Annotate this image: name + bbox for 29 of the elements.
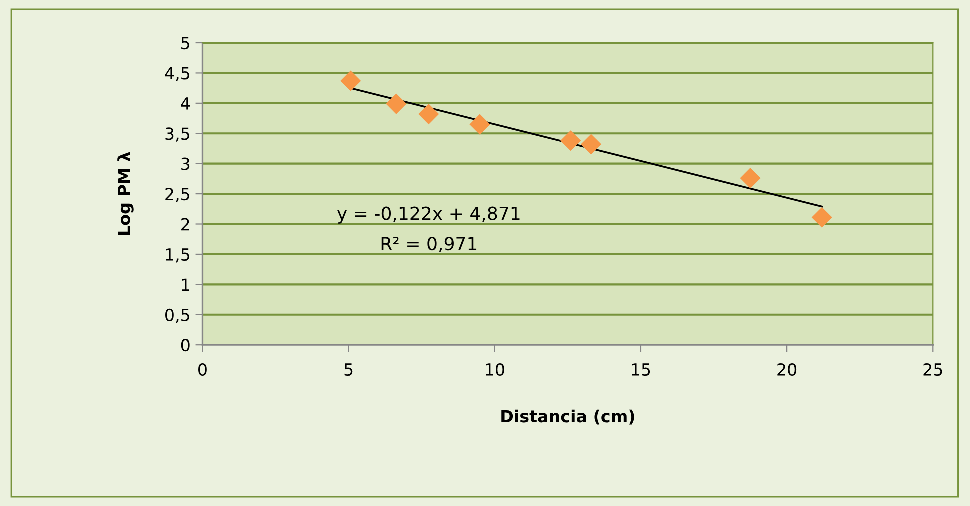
x-axis-title: Distancia (cm) <box>502 410 634 425</box>
y-tick-label: 1,5 <box>166 248 190 263</box>
point <box>812 207 832 228</box>
y-tick-label: 3 <box>182 158 190 170</box>
point <box>470 114 490 135</box>
x-tick-label: 0 <box>198 363 207 376</box>
point <box>581 134 602 155</box>
y-axis-title: Log PM λ <box>118 152 134 235</box>
x-tick-label: 15 <box>632 364 650 376</box>
point <box>740 168 761 189</box>
y-tick-label: 1 <box>182 278 190 292</box>
y-tick-label: 0,5 <box>166 308 190 324</box>
point <box>418 104 440 125</box>
annotation: y = -0,122x + 4,871 <box>337 206 520 224</box>
point <box>386 94 407 114</box>
y-tick-label: 3,5 <box>166 128 190 142</box>
y-tick-label: 5 <box>182 37 190 50</box>
annotation: R² = 0,971 <box>382 236 477 252</box>
y-tick-label: 2 <box>182 218 190 231</box>
x-tick-label: 10 <box>486 363 504 376</box>
y-tick-label: 0 <box>181 339 190 352</box>
point <box>560 130 582 152</box>
x-tick-label: 25 <box>924 363 942 376</box>
x-tick-label: 20 <box>778 363 797 376</box>
point <box>340 70 362 92</box>
x-tick-label: 5 <box>344 364 353 376</box>
y-tick-label: 4 <box>181 98 190 110</box>
y-tick-label: 4,5 <box>165 67 190 82</box>
y-tick-label: 2,5 <box>166 188 190 202</box>
